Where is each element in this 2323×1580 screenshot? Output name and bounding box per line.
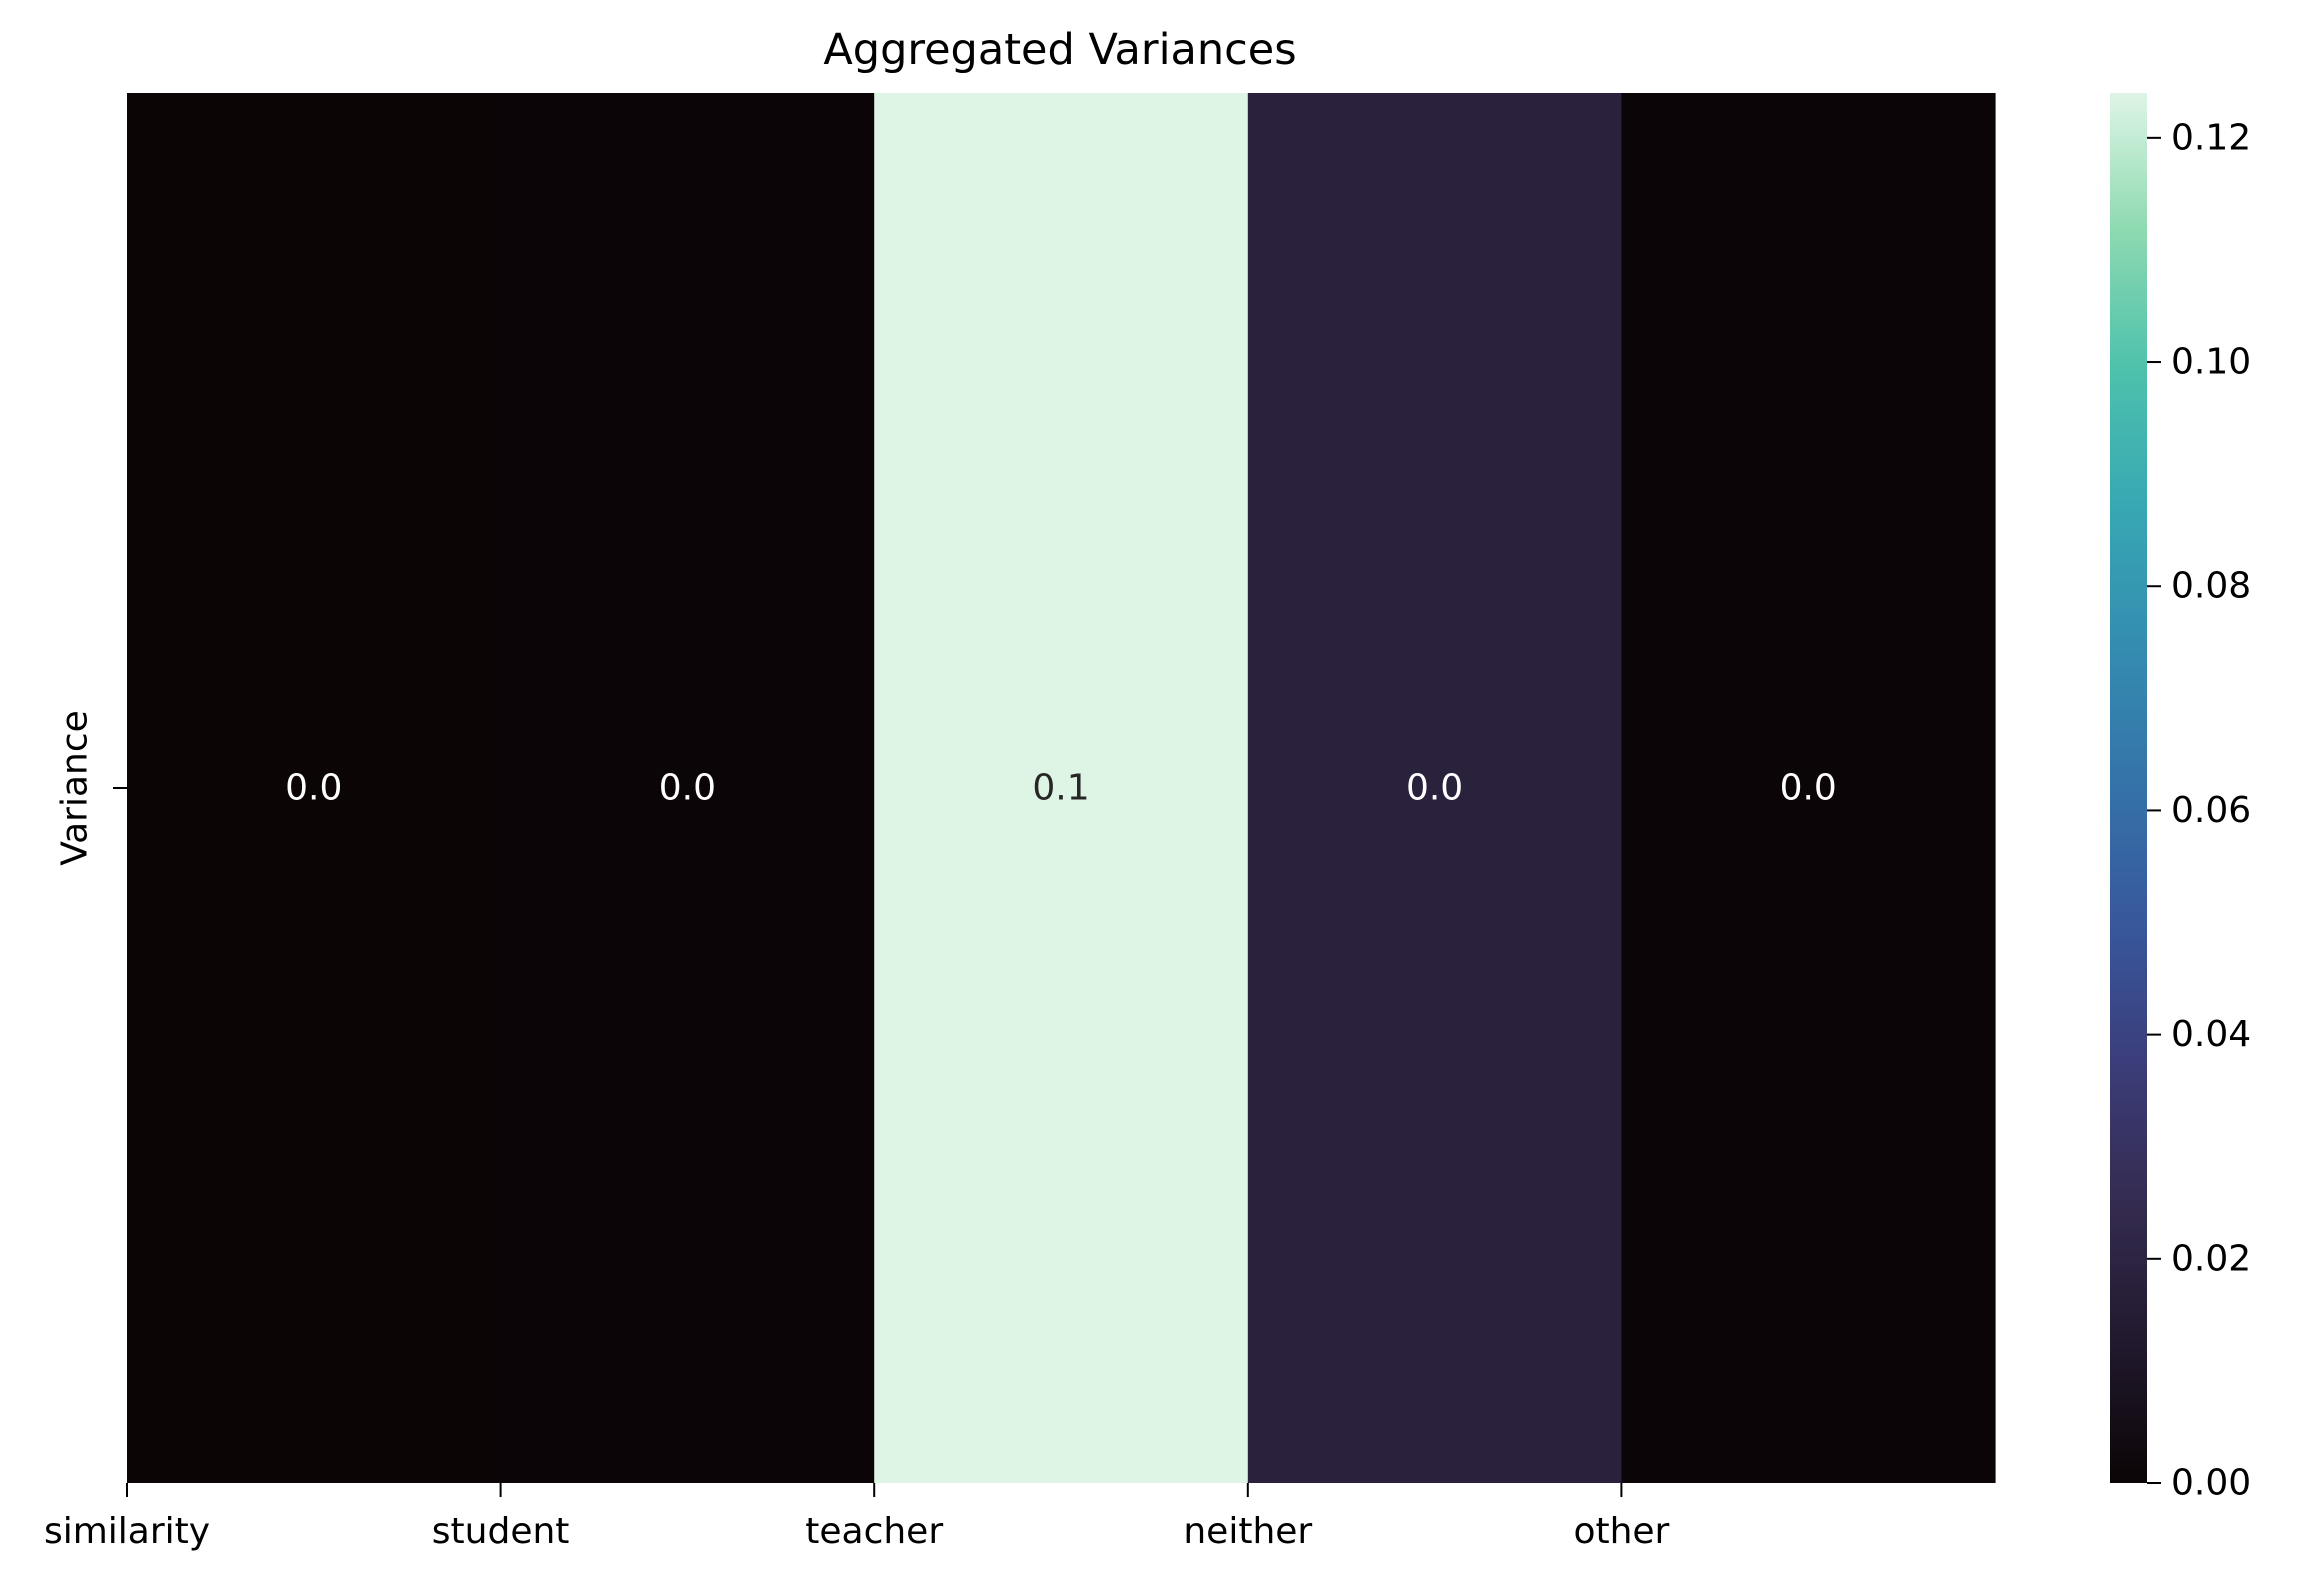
x-tick-label: similarity — [44, 1511, 210, 1552]
x-tick-label: student — [432, 1511, 570, 1552]
colorbar-tick-label: 0.02 — [2171, 1238, 2251, 1279]
heatmap-cell-other — [1621, 93, 1996, 1483]
x-tick-label: neither — [1183, 1511, 1312, 1552]
heatmap-cells — [127, 93, 1996, 1483]
colorbar-tick-label: 0.08 — [2171, 566, 2251, 607]
cell-value-label: 0.0 — [659, 768, 716, 809]
colorbar-axis: 0.00 0.02 0.04 0.06 0.08 0.10 0.12 — [2147, 117, 2251, 1504]
x-axis: similarity student teacher neither other — [44, 1483, 1670, 1552]
chart-title: Aggregated Variances — [823, 25, 1296, 75]
colorbar-tick-label: 0.00 — [2171, 1463, 2251, 1504]
heatmap-cell-similarity — [127, 93, 502, 1483]
colorbar-tick-label: 0.06 — [2171, 790, 2251, 831]
cell-value-label: 0.0 — [285, 768, 342, 809]
colorbar-tick-label: 0.12 — [2171, 117, 2251, 158]
y-tick-label: Variance — [55, 710, 96, 866]
heatmap-cell-teacher — [874, 93, 1249, 1483]
heatmap-cell-labels: 0.0 0.0 0.1 0.0 0.0 — [285, 768, 1837, 809]
y-axis: Variance — [55, 710, 127, 866]
cell-value-label: 0.0 — [1406, 768, 1463, 809]
cell-value-label: 0.1 — [1032, 768, 1089, 809]
x-tick-label: other — [1573, 1511, 1669, 1552]
heatmap-cell-neither — [1247, 93, 1622, 1483]
heatmap-cell-student — [500, 93, 875, 1483]
colorbar-tick-label: 0.10 — [2171, 342, 2251, 383]
colorbar — [2110, 93, 2147, 1483]
colorbar-tick-label: 0.04 — [2171, 1014, 2251, 1055]
x-tick-label: teacher — [805, 1511, 943, 1552]
cell-value-label: 0.0 — [1780, 768, 1837, 809]
